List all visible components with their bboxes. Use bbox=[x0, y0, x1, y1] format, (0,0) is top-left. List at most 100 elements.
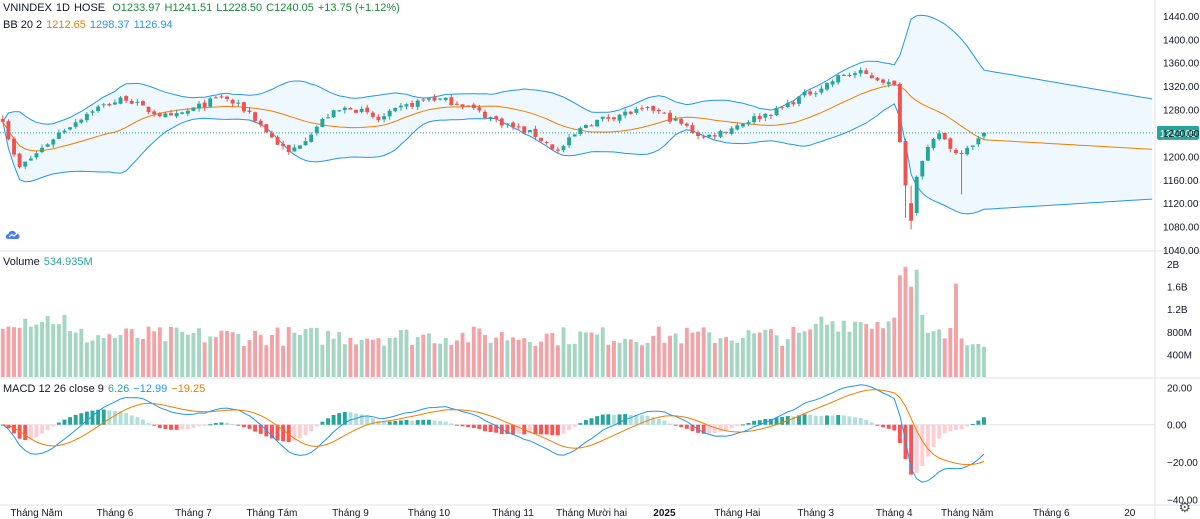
candle-body bbox=[152, 111, 157, 115]
volume-bar bbox=[443, 337, 448, 377]
macd-histogram-bar bbox=[724, 424, 729, 431]
volume-legend[interactable]: Volume 534.935M bbox=[3, 256, 97, 268]
volume-bar bbox=[768, 329, 773, 377]
candle-body bbox=[477, 107, 482, 111]
macd-histogram-bar bbox=[864, 419, 869, 425]
volume-bar bbox=[499, 332, 504, 377]
volume-bar bbox=[679, 343, 684, 377]
gear-icon[interactable]: ⚙ bbox=[1178, 499, 1191, 515]
volume-bar bbox=[965, 345, 970, 377]
candle-body bbox=[763, 113, 768, 118]
candle bbox=[73, 119, 78, 129]
candle bbox=[679, 117, 684, 126]
symbol[interactable]: VNINDEX bbox=[3, 2, 52, 14]
candle-body bbox=[729, 128, 734, 134]
candle bbox=[141, 100, 145, 106]
candle bbox=[28, 155, 33, 161]
candle bbox=[460, 104, 465, 110]
volume-bar bbox=[522, 338, 527, 377]
candle-body bbox=[606, 117, 611, 119]
volume-bar bbox=[572, 343, 577, 377]
volume-bar bbox=[112, 337, 117, 377]
candle-body bbox=[982, 132, 986, 137]
candle bbox=[668, 109, 672, 124]
candle bbox=[79, 118, 84, 124]
volume-bar bbox=[56, 324, 61, 377]
macd-histogram-bar bbox=[511, 424, 515, 435]
macd-histogram-bar bbox=[393, 420, 398, 425]
volume-bar bbox=[797, 332, 801, 377]
volume-bar bbox=[724, 337, 729, 377]
candle bbox=[606, 113, 611, 122]
volume-bar bbox=[544, 333, 549, 377]
candle bbox=[202, 99, 207, 111]
volume-bar bbox=[253, 330, 258, 377]
volume-bar bbox=[561, 327, 566, 377]
volume-bar bbox=[17, 327, 22, 377]
candle bbox=[6, 119, 11, 141]
candle bbox=[757, 113, 762, 123]
candle-body bbox=[241, 102, 246, 112]
candle bbox=[511, 121, 515, 131]
time-axis-tick: 20 bbox=[1124, 508, 1136, 519]
tradingview-cloud-icon[interactable] bbox=[4, 228, 22, 240]
candle bbox=[920, 160, 925, 180]
macd-histogram-bar bbox=[561, 424, 566, 434]
candle bbox=[342, 106, 347, 114]
last-price-label-bg bbox=[1157, 125, 1199, 140]
volume-bar bbox=[342, 344, 347, 377]
volume-bar bbox=[354, 344, 358, 377]
macd-histogram-bar bbox=[269, 424, 274, 439]
volume-bar bbox=[337, 332, 342, 377]
interval[interactable]: 1D bbox=[55, 2, 70, 14]
bb-legend[interactable]: BB 20 2 1212.65 1298.37 1126.94 bbox=[3, 19, 177, 31]
candle bbox=[729, 126, 734, 136]
volume-bar bbox=[320, 344, 325, 377]
macd-histogram-bar bbox=[869, 422, 874, 425]
candle-body bbox=[449, 97, 454, 106]
volume-bar bbox=[864, 324, 869, 377]
macd-histogram-bar bbox=[68, 417, 73, 425]
macd-histogram-bar bbox=[146, 422, 151, 425]
macd-histogram-bar bbox=[202, 424, 207, 427]
candle bbox=[12, 136, 16, 157]
volume-bar bbox=[118, 335, 123, 377]
macd-histogram-bar bbox=[578, 423, 583, 425]
time-axis-tick: Tháng 4 bbox=[876, 508, 913, 519]
candle-body bbox=[527, 130, 532, 133]
candle-body bbox=[875, 77, 880, 81]
candle-body bbox=[830, 81, 835, 85]
volume-bar bbox=[421, 334, 426, 377]
candle bbox=[471, 102, 476, 111]
candle-body bbox=[135, 101, 140, 103]
macd-legend[interactable]: MACD 12 26 close 9 6.26 −12.99 −19.25 bbox=[3, 383, 209, 395]
candle-body bbox=[544, 141, 549, 144]
macd-histogram-bar bbox=[634, 414, 639, 425]
candle-body bbox=[157, 113, 162, 117]
macd-histogram-bar bbox=[241, 424, 246, 428]
macd-histogram-bar bbox=[959, 424, 964, 429]
candle-body bbox=[707, 134, 712, 137]
candle bbox=[561, 144, 566, 153]
macd-histogram-bar bbox=[84, 411, 89, 425]
candle bbox=[813, 90, 818, 97]
macd-histogram-bar bbox=[679, 424, 684, 428]
volume-bar bbox=[51, 324, 56, 377]
macd-histogram-bar bbox=[909, 424, 914, 475]
macd-histogram-bar bbox=[253, 424, 258, 432]
candle-body bbox=[740, 123, 745, 127]
candle bbox=[157, 112, 162, 118]
macd-signal-line bbox=[2, 389, 985, 466]
volume-bar bbox=[976, 343, 981, 377]
macd-histogram-bar bbox=[174, 424, 179, 430]
volume-bar bbox=[813, 323, 818, 377]
volume-bar bbox=[269, 335, 274, 377]
volume-bar bbox=[640, 345, 644, 377]
macd-histogram-bar bbox=[572, 424, 577, 427]
candle bbox=[982, 132, 986, 140]
volume-bar bbox=[651, 335, 656, 377]
macd-histogram-bar bbox=[729, 424, 734, 429]
candle-body bbox=[617, 114, 622, 121]
volume-bar bbox=[959, 338, 964, 377]
